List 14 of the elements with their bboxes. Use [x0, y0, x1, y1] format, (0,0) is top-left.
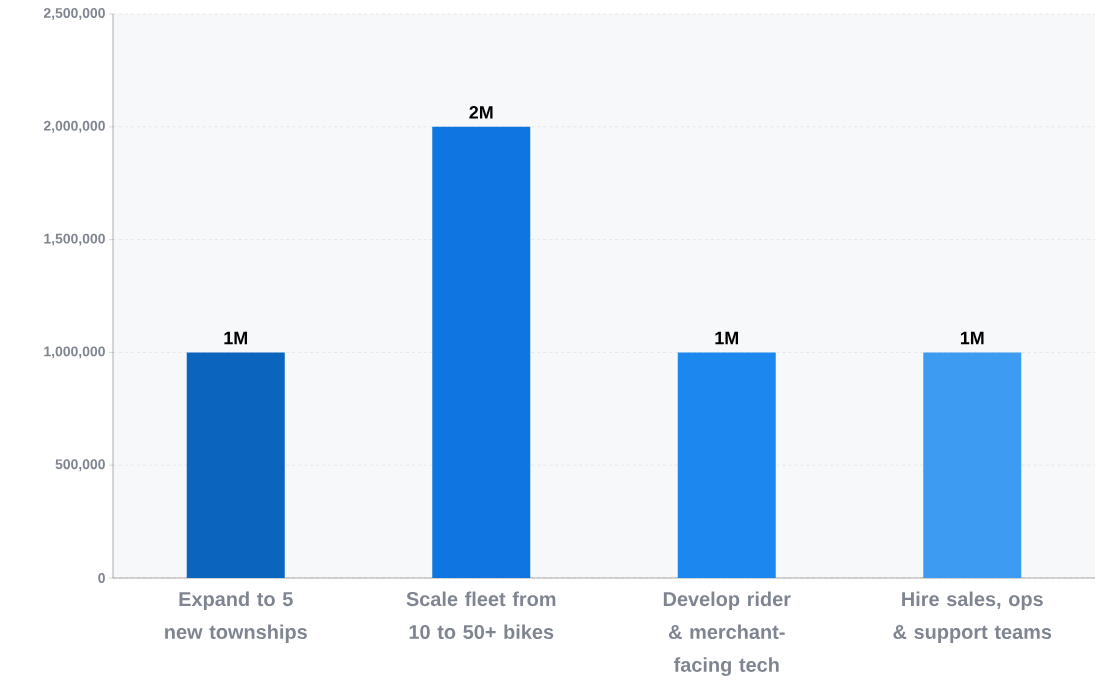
y-tick-label: 0 — [98, 573, 105, 583]
y-tick-label: 1,500,000 — [44, 233, 105, 246]
x-tick-label: Scale fleet from 10 to 50+ bikes — [406, 591, 556, 640]
y-tick-label: 2,000,000 — [43, 120, 105, 133]
y-tick-label: 500,000 — [55, 459, 105, 472]
x-tick-label: Develop rider & merchant-facing tech — [663, 591, 791, 676]
data-label: 2M — [469, 106, 493, 119]
x-tick-label: Hire sales, ops & support teams — [893, 591, 1052, 643]
y-tick-label: 2,500,000 — [43, 8, 105, 20]
data-label: 1M — [715, 331, 739, 345]
data-label: 1M — [224, 331, 247, 345]
x-tick-label: Expand to 5 new townships — [165, 591, 307, 643]
data-label: 1M — [960, 331, 984, 345]
y-tick-label: 1,000,000 — [44, 346, 105, 359]
